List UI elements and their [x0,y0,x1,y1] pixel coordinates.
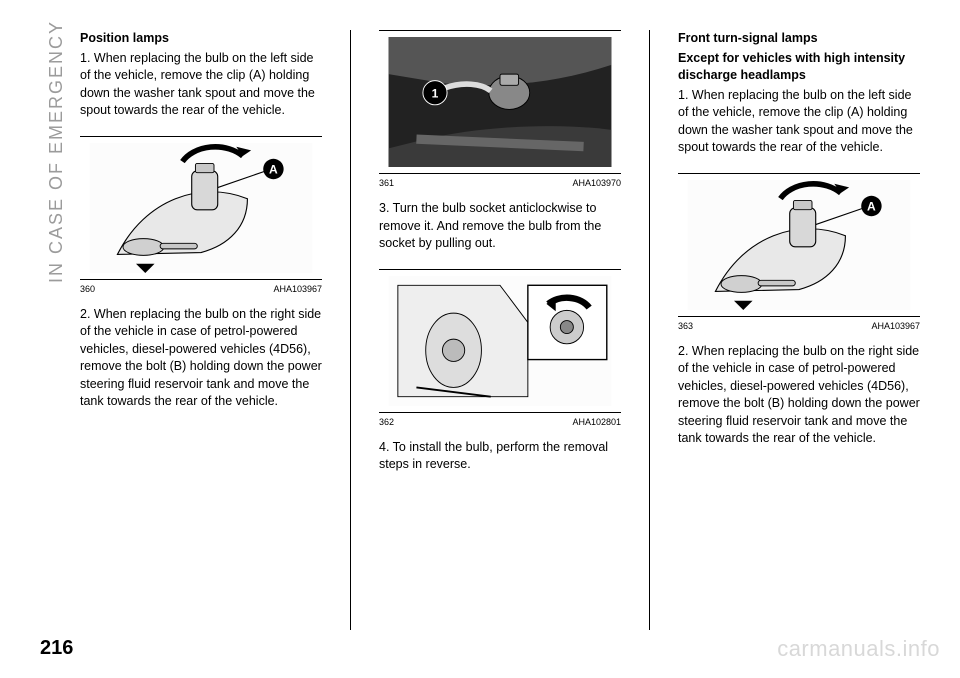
col2-figure-1: 1 [379,30,621,174]
svg-text:1: 1 [432,86,439,100]
columns: Position lamps 1. When replacing the bul… [80,30,920,630]
watermark: carmanuals.info [777,636,940,662]
col3-p1: 1. When replacing the bulb on the left s… [678,87,920,157]
page-number: 216 [40,637,73,660]
bulb-socket-diagram-icon [379,276,621,406]
column-3: Front turn-signal lamps Except for vehic… [678,30,920,630]
column-divider-1 [350,30,351,630]
col2-fig1-caption: 361 AHA103970 [379,178,621,188]
column-divider-2 [649,30,650,630]
section-side-label: IN CASE OF EMERGENCY [44,20,68,400]
col1-fig1-ref: AHA103967 [273,284,322,294]
col2-fig1-ref: AHA103970 [572,178,621,188]
col3-heading2: Except for vehicles with high intensity … [678,50,920,85]
col2-fig2-num: 362 [379,417,394,427]
col2-fig1-num: 361 [379,178,394,188]
col1-p2: 2. When replacing the bulb on the right … [80,306,322,411]
col2-p1: 3. Turn the bulb socket anticlockwise to… [379,200,621,253]
page: IN CASE OF EMERGENCY Position lamps 1. W… [0,0,960,678]
engine-bay-diagram-icon: 1 [379,37,621,167]
column-1: Position lamps 1. When replacing the bul… [80,30,322,630]
col1-fig1-caption: 360 AHA103967 [80,284,322,294]
col1-figure-1: A [80,136,322,280]
col3-fig1-num: 363 [678,321,693,331]
col1-heading: Position lamps [80,30,322,48]
col1-p1: 1. When replacing the bulb on the left s… [80,50,322,120]
col3-figure-1: A [678,173,920,317]
col3-p2: 2. When replacing the bulb on the right … [678,343,920,448]
section-side-label-text: IN CASE OF EMERGENCY [46,20,67,283]
col1-fig1-num: 360 [80,284,95,294]
washer-spout-diagram-icon: A [80,143,322,273]
col3-heading1: Front turn-signal lamps [678,30,920,48]
svg-text:A: A [867,199,876,213]
column-2: 1 361 AHA103970 3. Turn the bulb socket … [379,30,621,630]
col2-fig2-ref: AHA102801 [572,417,621,427]
col2-figure-2 [379,269,621,413]
col3-fig1-ref: AHA103967 [871,321,920,331]
col2-fig2-caption: 362 AHA102801 [379,417,621,427]
svg-text:A: A [269,162,278,176]
col3-fig1-caption: 363 AHA103967 [678,321,920,331]
washer-spout-diagram-icon: A [678,180,920,310]
col2-p2: 4. To install the bulb, perform the remo… [379,439,621,474]
